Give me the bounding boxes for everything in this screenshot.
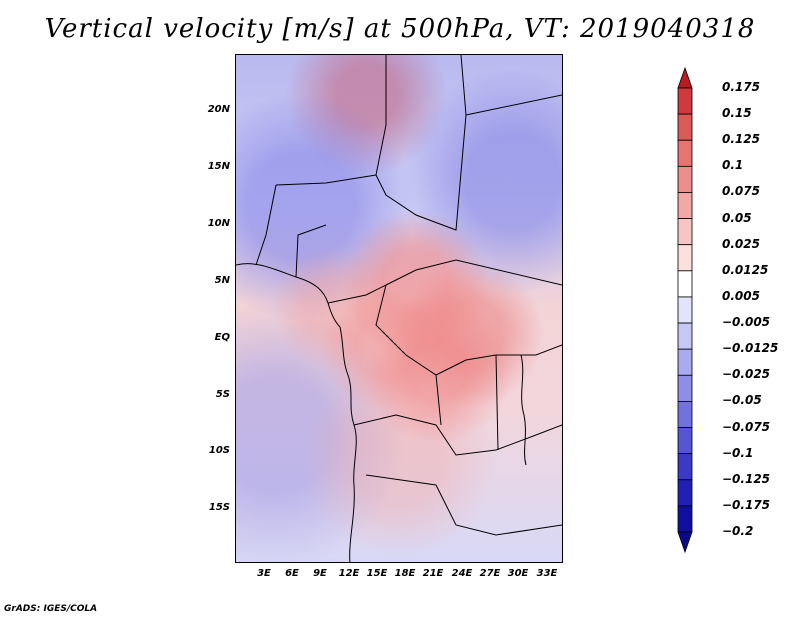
- colorbar-segment: [677, 113, 693, 141]
- lon-label: 27E: [479, 568, 501, 579]
- country-border: [375, 284, 562, 376]
- colorbar-label: 0.0125: [722, 262, 769, 277]
- lat-label: 15N: [207, 161, 230, 172]
- lat-label: 5S: [215, 389, 230, 400]
- lat-label: 10N: [207, 218, 230, 229]
- map-boundaries: [236, 55, 562, 562]
- colorbar-segment: [677, 322, 693, 350]
- country-border: [275, 174, 377, 186]
- map-panel: [235, 54, 563, 563]
- lat-label: 20N: [207, 104, 230, 115]
- chart-title: Vertical velocity [m/s] at 500hPa, VT: 2…: [44, 14, 756, 44]
- country-border: [365, 474, 562, 536]
- colorbar-segment: [677, 270, 693, 298]
- country-border: [495, 354, 499, 451]
- country-border: [327, 259, 562, 304]
- lat-label: EQ: [214, 332, 230, 343]
- colorbar-label: −0.075: [722, 419, 771, 434]
- lon-label: 12E: [338, 568, 360, 579]
- colorbar-label: −0.0125: [722, 341, 779, 356]
- country-border: [435, 374, 442, 426]
- colorbar-label: −0.025: [722, 367, 771, 382]
- colorbar-segment: [677, 401, 693, 428]
- colorbar-segment: [677, 296, 693, 324]
- lon-label: 15E: [366, 568, 388, 579]
- colorbar-label: 0.025: [722, 236, 760, 251]
- country-border: [353, 414, 562, 456]
- colorbar-segment: [677, 348, 693, 376]
- colorbar-segment: [677, 218, 693, 246]
- colorbar-label: 0.005: [722, 288, 760, 303]
- colorbar-label: 0.1: [722, 158, 744, 173]
- colorbar-segment: [677, 453, 693, 481]
- lon-label: 6E: [285, 568, 299, 579]
- colorbar-segment: [677, 87, 693, 115]
- lon-label: 9E: [313, 568, 327, 579]
- lon-label: 3E: [257, 568, 271, 579]
- colorbar-label: 0.175: [722, 80, 760, 94]
- colorbar-segment: [677, 192, 693, 219]
- colorbar-segment: [677, 427, 693, 455]
- colorbar-segment: [677, 531, 693, 554]
- country-border: [465, 94, 562, 116]
- colorbar-segment: [677, 374, 693, 402]
- colorbar-label: −0.005: [722, 315, 771, 330]
- lat-label: 10S: [208, 445, 230, 456]
- colorbar-segment: [677, 505, 693, 533]
- credit-text: GrADS: IGES/COLA: [4, 604, 98, 614]
- coastline: [236, 263, 357, 562]
- colorbar-label: 0.125: [722, 132, 760, 147]
- lon-label: 30E: [507, 568, 529, 579]
- colorbar: [677, 66, 693, 554]
- lake-outline: [520, 354, 527, 466]
- colorbar-label: −0.05: [722, 393, 762, 408]
- colorbar-segment: [677, 244, 693, 272]
- lon-label: 21E: [422, 568, 444, 579]
- country-border: [375, 55, 467, 231]
- colorbar-segment: [677, 66, 693, 89]
- colorbar-label: −0.125: [722, 471, 771, 486]
- lon-label: 33E: [536, 568, 558, 579]
- lon-label: 18E: [394, 568, 416, 579]
- colorbar-label: −0.175: [722, 497, 771, 512]
- country-border: [295, 224, 327, 278]
- colorbar-segment: [677, 479, 693, 507]
- colorbar-label: 0.075: [722, 184, 760, 199]
- colorbar-label: −0.1: [722, 445, 754, 460]
- lat-label: 5N: [214, 275, 230, 286]
- country-border: [255, 184, 277, 266]
- colorbar-label: 0.05: [722, 210, 752, 225]
- colorbar-segment: [677, 165, 693, 193]
- colorbar-label: −0.2: [722, 524, 754, 538]
- colorbar-segment: [677, 139, 693, 167]
- colorbar-label: 0.15: [722, 106, 752, 121]
- lon-label: 24E: [451, 568, 473, 579]
- lat-label: 15S: [208, 502, 230, 513]
